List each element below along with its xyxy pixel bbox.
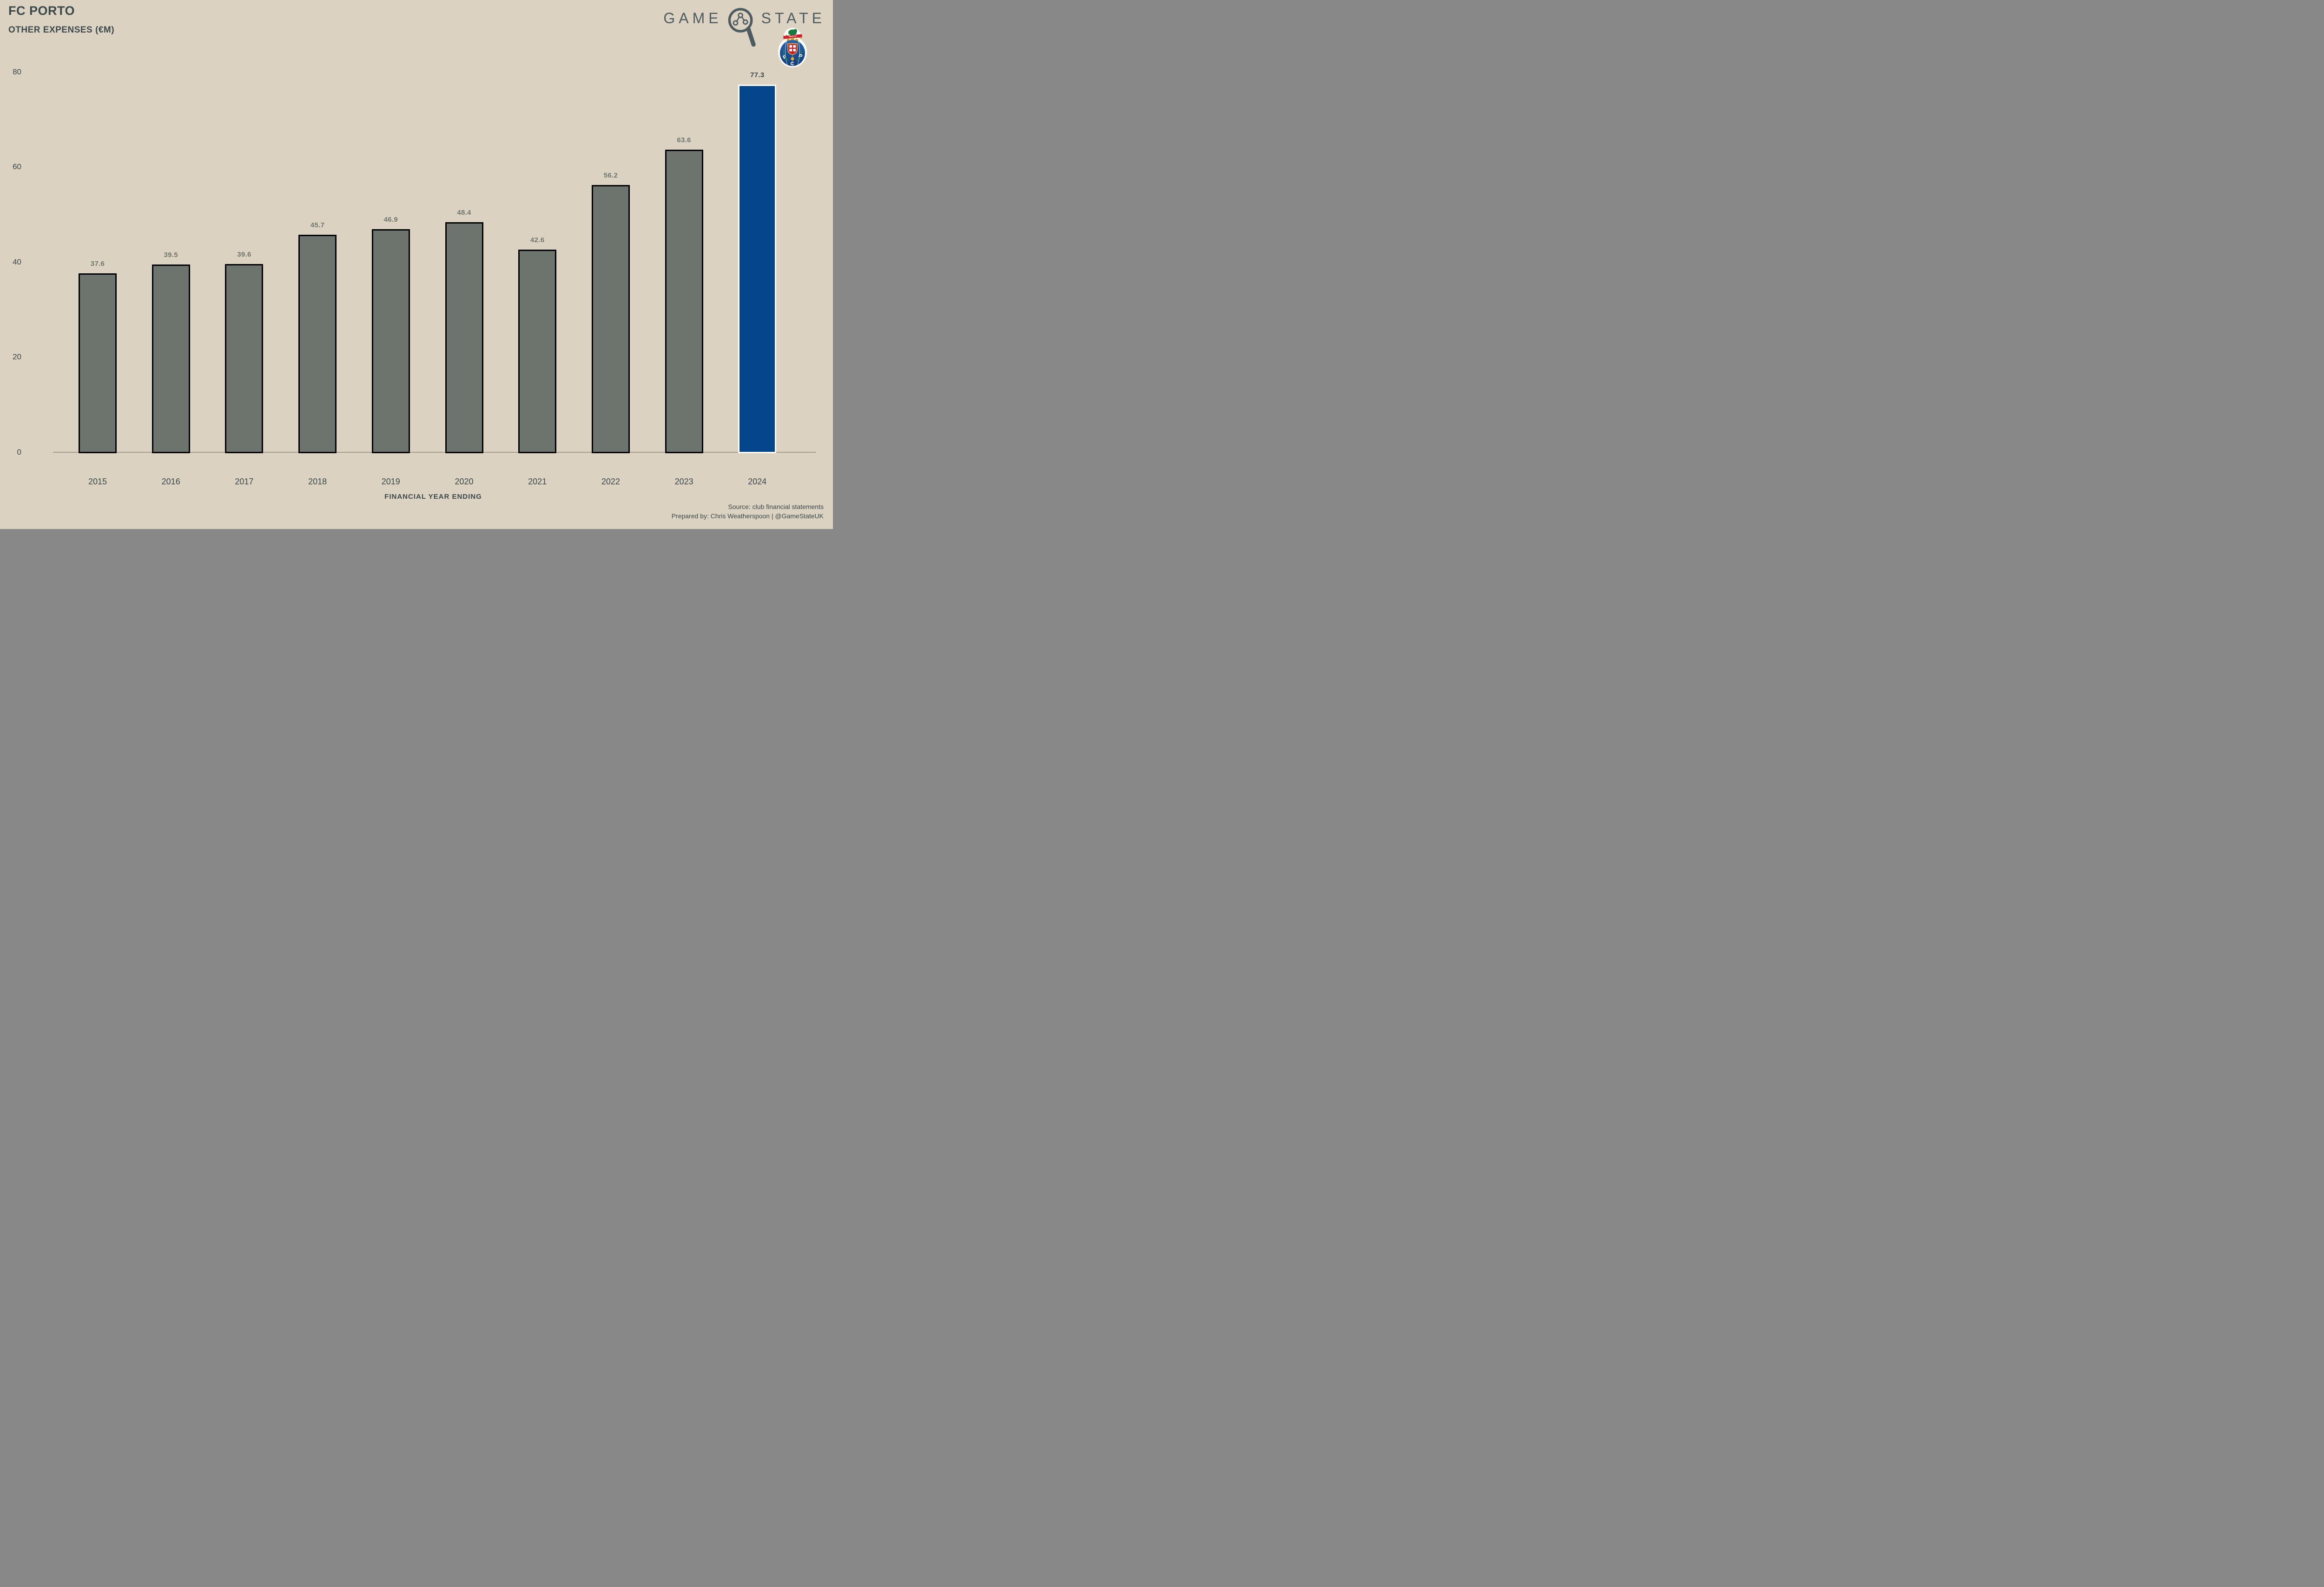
bar-value-label: 48.4 [457, 208, 471, 217]
x-axis-title: FINANCIAL YEAR ENDING [384, 493, 482, 501]
bar-2019 [371, 229, 410, 453]
magnifier-network-icon [728, 7, 756, 52]
bar-value-label: 39.6 [237, 250, 251, 258]
crest-banner-text: INVICTA [789, 35, 797, 38]
page-title: FC PORTO [8, 4, 75, 18]
bar-2017 [225, 264, 264, 453]
bar-value-label: 37.6 [90, 260, 105, 268]
x-axis-year-label: 2023 [674, 477, 693, 486]
bar-2024 [738, 85, 777, 453]
x-axis-year-label: 2018 [308, 477, 327, 486]
crest-letter-f: F [782, 54, 788, 60]
prepared-by-text: Prepared by: Chris Weatherspoon | @GameS… [671, 512, 824, 520]
bar-value-label: 56.2 [603, 172, 618, 180]
x-axis-year-label: 2022 [601, 477, 620, 486]
x-axis-line [53, 452, 816, 453]
fc-porto-crest-icon: INVICTA F C [777, 27, 808, 70]
y-axis-tick-label: 40 [13, 257, 21, 266]
bar-2021 [518, 250, 557, 453]
bar-2016 [152, 264, 190, 453]
footer: Source: club financial statements Prepar… [672, 502, 824, 521]
bar-2023 [665, 150, 703, 453]
y-axis-tick-label: 80 [13, 67, 21, 76]
crest-letter-p: P [798, 53, 803, 60]
brand-logo: GAME STATE [663, 7, 825, 52]
y-axis-tick-label: 60 [13, 162, 21, 172]
bar-value-label: 77.3 [750, 71, 765, 79]
crest-letter-c: C [791, 61, 794, 67]
page-subtitle: OTHER EXPENSES (€M) [8, 25, 115, 35]
x-axis-year-label: 2019 [381, 477, 400, 486]
x-axis-year-label: 2024 [748, 477, 767, 486]
y-axis-tick-label: 0 [17, 448, 21, 456]
source-text: Source: club financial statements [728, 503, 824, 510]
x-axis-year-label: 2016 [161, 477, 180, 486]
bar-value-label: 63.6 [677, 136, 691, 145]
x-axis-year-label: 2021 [528, 477, 547, 486]
bar-2015 [79, 273, 117, 453]
brand-wordmark-state: STATE [761, 10, 825, 26]
brand-wordmark-game: GAME [663, 10, 722, 26]
bar-2022 [591, 185, 630, 453]
y-axis-tick-label: 20 [13, 352, 21, 362]
bar-2018 [298, 235, 337, 453]
x-axis-year-label: 2017 [235, 477, 254, 486]
bar-value-label: 39.5 [164, 251, 178, 259]
x-axis-year-label: 2020 [455, 477, 474, 486]
bar-value-label: 42.6 [530, 236, 545, 245]
infographic-canvas: FC PORTO OTHER EXPENSES (€M) GAME STATE [0, 0, 833, 529]
bar-value-label: 46.9 [383, 216, 398, 224]
bar-2020 [445, 222, 483, 453]
bar-value-label: 45.7 [310, 221, 325, 230]
x-axis-year-label: 2015 [88, 477, 107, 486]
